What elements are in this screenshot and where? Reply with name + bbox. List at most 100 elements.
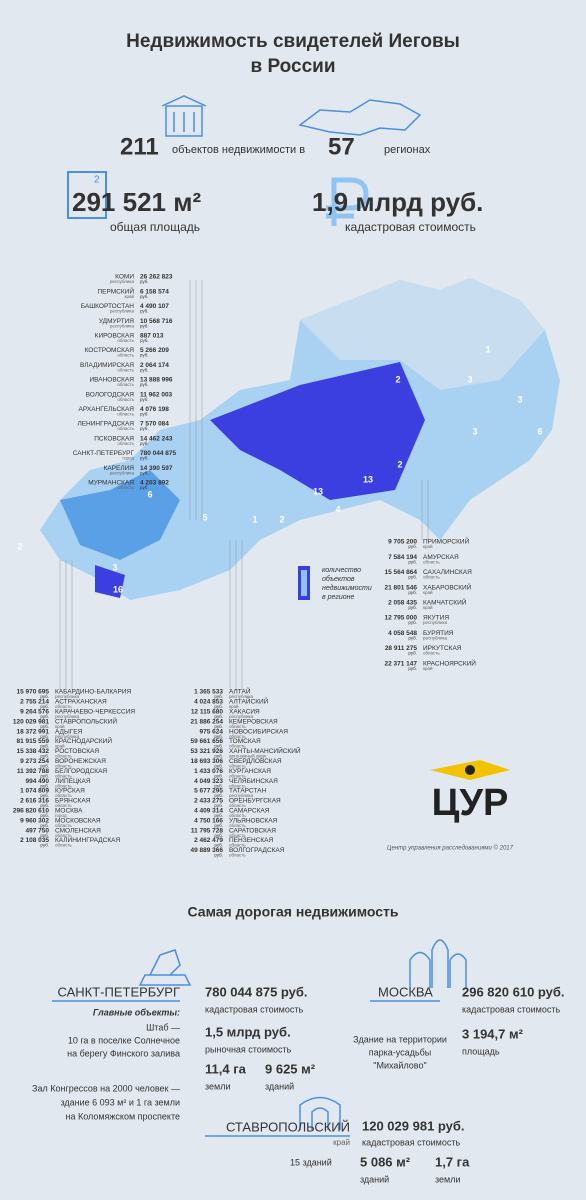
region-name: ВОРОНЕЖСКАЯ [55,758,106,765]
currency: руб. [140,309,149,314]
region-value: 994 490 [26,778,50,785]
region-type: область [55,704,72,709]
region-name: КОМИ [115,274,134,281]
amount: 3 194,7 м² [462,1026,524,1041]
stat-label: регионах [384,144,431,156]
currency: руб. [40,704,49,709]
currency: руб. [214,763,223,768]
title: в России [250,56,335,77]
region-name: САНКТ-ПЕТЕРБУРГ [73,450,135,457]
region-value: 6 158 574 [140,288,169,295]
region-name: КЕМЕРОВСКАЯ [229,718,278,725]
region-type: область [117,397,134,402]
region-count: 3 [467,374,472,384]
description: Зал Конгрессов на 2000 человек — [32,1083,180,1093]
region-name: ПЕРМСКИЙ [97,286,134,295]
region-type: республика [229,714,254,719]
region-type: область [55,793,72,798]
region-count: 2 [397,459,402,469]
building-icon [161,95,207,137]
stat-value: 1,9 млрд руб. [312,187,483,217]
region-count: 5 [202,512,207,522]
region-type: республика [55,734,80,739]
logo-mark [430,760,510,780]
region-name: ВЛАДИМИРСКАЯ [80,362,134,369]
currency: руб. [140,470,149,475]
currency: руб. [408,590,417,595]
currency: руб. [140,441,149,446]
monument-icon [138,949,192,986]
region-type: край [55,723,65,729]
currency: руб. [214,704,223,709]
region-type: область [229,803,246,808]
region-type: область [117,367,134,372]
amount: 1,5 млрд руб. [205,1024,291,1039]
region-type: автономный округ [229,753,267,759]
region-count: 6 [147,489,152,499]
currency: руб. [40,833,49,838]
region-name: ЛИПЕЦКАЯ [55,778,91,785]
region-count: 6 [537,426,542,436]
region-value: 21 886 254 [190,718,223,725]
title: Недвижимость свидетелей Иеговы [126,31,460,52]
currency: руб. [40,783,49,788]
region-name: КАРЕЛИЯ [104,465,135,472]
region-type: город [122,456,134,461]
region-type: край [423,665,433,671]
region-type: область [229,813,246,818]
leader-lines [59,280,429,690]
region-name: СМОЛЕНСКАЯ [55,827,101,834]
region-count: 13 [363,474,373,484]
region-type: республика [229,694,254,699]
region-name: КОСТРОМСКАЯ [85,347,135,354]
currency: руб. [40,793,49,798]
description: на берегу Финского залива [67,1048,180,1058]
region-name: РОСТОВСКАЯ [55,748,99,755]
region-type: область [55,803,72,808]
region-name: АСТРАХАНСКАЯ [55,699,107,706]
kremlin-icon [409,939,467,988]
region-type: область [55,833,72,838]
region-value: 296 820 610 [13,808,50,815]
amount: 296 820 610 руб. [462,984,565,999]
region-value: 2 616 316 [20,798,49,805]
region-type: область [117,353,134,358]
region-type: область [117,338,134,343]
region-type: область [423,651,440,656]
region-value: 14 390 597 [140,465,173,472]
amount-label: рыночная стоимость [205,1044,292,1054]
currency: руб. [140,367,149,372]
currency: руб. [214,734,223,739]
legend-text: объектов [322,575,355,583]
region-name: БРЯНСКАЯ [55,798,91,805]
region-count: 13 [313,486,323,496]
region-name: МОСКОВСКАЯ [55,817,101,824]
amount: 11,4 га [205,1061,247,1076]
currency: руб. [408,651,417,656]
label: Главные объекты: [93,1007,180,1017]
region-value: 9 705 200 [388,539,417,546]
region-type: область [229,823,246,828]
region-type: область [423,575,440,580]
currency: руб. [140,456,149,461]
region-value: 780 044 875 [140,450,177,457]
currency: руб. [408,635,417,640]
region-type: область [117,441,134,446]
currency: руб. [214,724,223,729]
credit: Центр управления расследованиями © 2017 [387,845,514,852]
region-type: республика [55,714,80,719]
description: здание 6 093 м² и 1 га земли [60,1097,180,1107]
region-name: ПРИМОРСКИЙ [423,537,470,546]
description: "Михайлово" [373,1060,426,1070]
amount-label: кадастровая стоимость [462,1004,560,1014]
currency: руб. [214,773,223,778]
region-value: 12 795 000 [384,615,417,622]
region-name: МУРМАНСКАЯ [88,480,134,487]
city: МОСКВА [378,984,433,999]
region-value: 11 962 003 [140,391,173,398]
region-name: СВЕРДЛОВСКАЯ [229,758,282,765]
currency: руб. [214,803,223,808]
region-value: 15 970 695 [16,689,49,696]
region-count: 2 [17,541,22,551]
